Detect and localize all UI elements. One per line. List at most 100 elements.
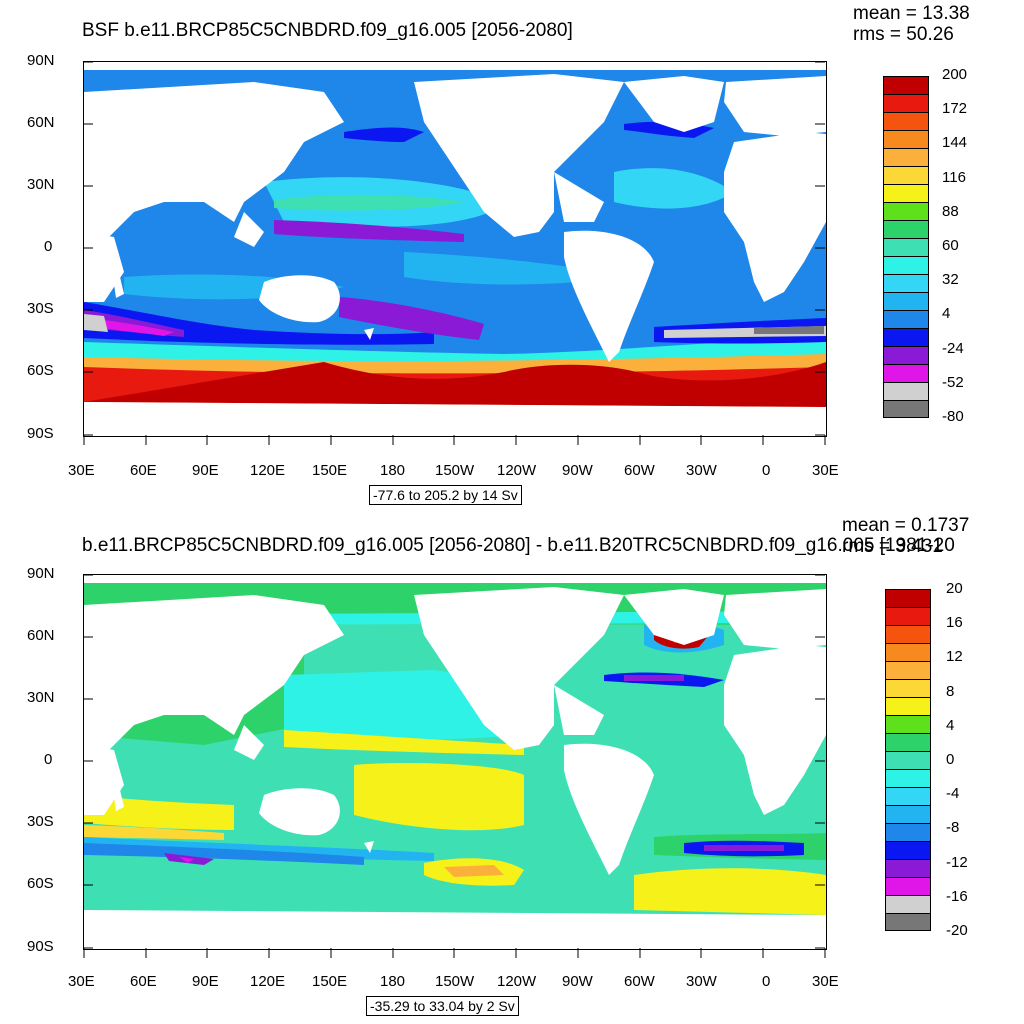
- colorbar-label: 88: [942, 202, 959, 220]
- panel-2-lat-label: 30S: [27, 813, 54, 830]
- panel-1-mean: mean = 13.38: [853, 3, 970, 24]
- panel-1-colorbar: [883, 76, 929, 418]
- panel-1-lat-label: 90S: [27, 425, 54, 442]
- panel-2-lon-label: 180: [380, 973, 406, 990]
- colorbar-label: 144: [942, 134, 968, 152]
- colorbar-swatch: [883, 112, 929, 130]
- colorbar-swatch: [885, 841, 931, 859]
- panel-2-frame: [83, 574, 827, 950]
- colorbar-label: 32: [942, 271, 959, 289]
- colorbar-swatch: [883, 256, 929, 274]
- colorbar-swatch: [883, 148, 929, 166]
- colorbar-swatch: [883, 346, 929, 364]
- colorbar-label: 60: [942, 237, 959, 254]
- colorbar-label: 200: [942, 66, 968, 83]
- colorbar-label: -16: [946, 887, 968, 905]
- colorbar-swatch: [885, 877, 931, 895]
- colorbar-label: -52: [942, 373, 964, 391]
- panel-2-lat-label: 90N: [27, 565, 55, 582]
- colorbar-swatch: [885, 715, 931, 733]
- colorbar-label: 8: [946, 682, 955, 700]
- colorbar-label: 172: [942, 100, 968, 118]
- panel-1-contour-range: -77.6 to 205.2 by 14 Sv: [369, 485, 522, 505]
- colorbar-swatch: [883, 130, 929, 148]
- colorbar-label: -24: [942, 339, 964, 357]
- panel-2-lon-label: 150W: [435, 973, 475, 990]
- colorbar-label: -80: [942, 408, 964, 425]
- colorbar-swatch: [885, 679, 931, 697]
- panel-2-lon-label: 30E: [68, 973, 95, 990]
- colorbar-label: 12: [946, 648, 963, 666]
- colorbar-swatch: [883, 292, 929, 310]
- colorbar-swatch: [885, 787, 931, 805]
- colorbar-swatch: [883, 238, 929, 256]
- colorbar-label: 16: [946, 614, 963, 632]
- colorbar-label: -4: [946, 785, 960, 803]
- panel-2-lat-label: 0: [44, 751, 53, 768]
- panel-1-lon-label: 0: [762, 462, 771, 479]
- panel-1-lon-label: 90W: [562, 462, 593, 479]
- colorbar-swatch: [885, 769, 931, 787]
- panel-2-lat-label: 60S: [27, 875, 54, 892]
- colorbar-swatch: [883, 328, 929, 346]
- colorbar-label: -20: [946, 922, 968, 939]
- panel-1-lat-label: 0: [44, 238, 53, 255]
- panel-1-lat-label: 60N: [27, 114, 55, 131]
- colorbar-swatch: [885, 823, 931, 841]
- panel-1-lon-label: 60E: [130, 462, 157, 479]
- panel-1-lon-label: 150W: [435, 462, 475, 479]
- panel-2-title: b.e11.BRCP85C5CNBDRD.f09_g16.005 [2056-2…: [82, 535, 955, 556]
- panel-2-mean: mean = 0.1737: [842, 515, 970, 536]
- panel-1-lon-label: 60W: [624, 462, 655, 479]
- panel-1-rms: rms = 50.26: [853, 24, 954, 45]
- colorbar-swatch: [883, 184, 929, 202]
- panel-2-lon-label: 120W: [497, 973, 537, 990]
- colorbar-swatch: [885, 895, 931, 913]
- colorbar-swatch: [883, 94, 929, 112]
- colorbar-swatch: [883, 400, 929, 418]
- panel-1-lon-label: 120E: [250, 462, 286, 479]
- colorbar-swatch: [883, 220, 929, 238]
- panel-2-lon-label: 150E: [312, 973, 348, 990]
- panel-2-rms: rms = 3.431: [842, 536, 943, 557]
- colorbar-swatch: [883, 382, 929, 400]
- panel-2-lon-label: 60W: [624, 973, 655, 990]
- colorbar-swatch: [885, 643, 931, 661]
- panel-1-lat-label: 30N: [27, 176, 55, 193]
- colorbar-swatch: [885, 751, 931, 769]
- panel-1-lon-label: 180: [380, 462, 406, 479]
- panel-1-lon-label: 90E: [192, 462, 219, 479]
- colorbar-label: -12: [946, 853, 968, 871]
- panel-1-lon-label: 30E: [812, 462, 839, 479]
- colorbar-label: 4: [946, 716, 955, 734]
- panel-1-ticks: [83, 61, 826, 445]
- colorbar-label: 20: [946, 580, 963, 597]
- panel-1-lon-label: 150E: [312, 462, 348, 479]
- colorbar-swatch: [883, 274, 929, 292]
- panel-1-lon-label: 30E: [68, 462, 95, 479]
- panel-2-colorbar: [885, 589, 931, 931]
- colorbar-swatch: [885, 625, 931, 643]
- colorbar-swatch: [885, 733, 931, 751]
- panel-2-lat-label: 60N: [27, 627, 55, 644]
- colorbar-swatch: [883, 202, 929, 220]
- panel-2-lon-label: 90W: [562, 973, 593, 990]
- colorbar-label: 4: [942, 305, 951, 323]
- panel-1-lon-label: 30W: [686, 462, 717, 479]
- panel-1-lat-label: 30S: [27, 300, 54, 317]
- colorbar-swatch: [883, 76, 929, 94]
- panel-1-lon-label: 120W: [497, 462, 537, 479]
- panel-2-lon-label: 60E: [130, 973, 157, 990]
- colorbar-swatch: [885, 913, 931, 931]
- colorbar-swatch: [885, 697, 931, 715]
- colorbar-label: 116: [942, 168, 966, 186]
- panel-2-lon-label: 120E: [250, 973, 286, 990]
- panel-1-title: BSF b.e11.BRCP85C5CNBDRD.f09_g16.005 [20…: [82, 20, 573, 41]
- colorbar-swatch: [883, 310, 929, 328]
- panel-1-lat-label: 60S: [27, 362, 54, 379]
- colorbar-swatch: [885, 607, 931, 625]
- panel-2-lon-label: 30E: [812, 973, 839, 990]
- panel-2-lat-label: 30N: [27, 689, 55, 706]
- colorbar-swatch: [885, 661, 931, 679]
- panel-1-lat-label: 90N: [27, 52, 55, 69]
